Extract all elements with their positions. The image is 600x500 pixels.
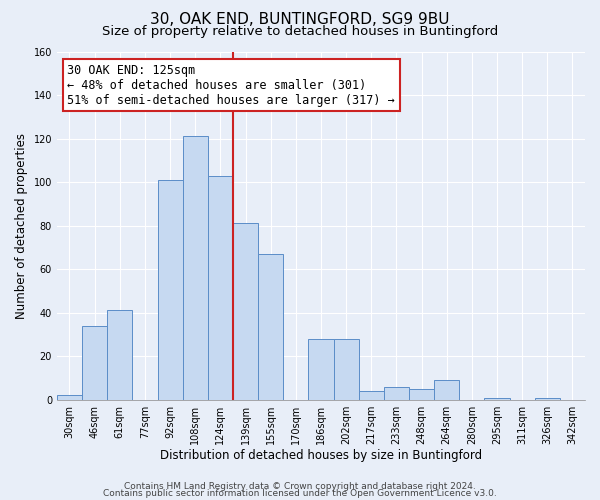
- Y-axis label: Number of detached properties: Number of detached properties: [15, 132, 28, 318]
- Text: Contains public sector information licensed under the Open Government Licence v3: Contains public sector information licen…: [103, 490, 497, 498]
- Bar: [409, 389, 434, 400]
- Bar: [258, 254, 283, 400]
- Text: Contains HM Land Registry data © Crown copyright and database right 2024.: Contains HM Land Registry data © Crown c…: [124, 482, 476, 491]
- Bar: [82, 326, 107, 400]
- Text: 30 OAK END: 125sqm
← 48% of detached houses are smaller (301)
51% of semi-detach: 30 OAK END: 125sqm ← 48% of detached hou…: [67, 64, 395, 106]
- Bar: [484, 398, 509, 400]
- Bar: [384, 386, 409, 400]
- Bar: [208, 176, 233, 400]
- Bar: [57, 396, 82, 400]
- Bar: [434, 380, 459, 400]
- Bar: [107, 310, 133, 400]
- Text: Size of property relative to detached houses in Buntingford: Size of property relative to detached ho…: [102, 25, 498, 38]
- Bar: [233, 224, 258, 400]
- Bar: [334, 339, 359, 400]
- Bar: [359, 391, 384, 400]
- Bar: [535, 398, 560, 400]
- X-axis label: Distribution of detached houses by size in Buntingford: Distribution of detached houses by size …: [160, 450, 482, 462]
- Bar: [182, 136, 208, 400]
- Text: 30, OAK END, BUNTINGFORD, SG9 9BU: 30, OAK END, BUNTINGFORD, SG9 9BU: [150, 12, 450, 28]
- Bar: [158, 180, 182, 400]
- Bar: [308, 339, 334, 400]
